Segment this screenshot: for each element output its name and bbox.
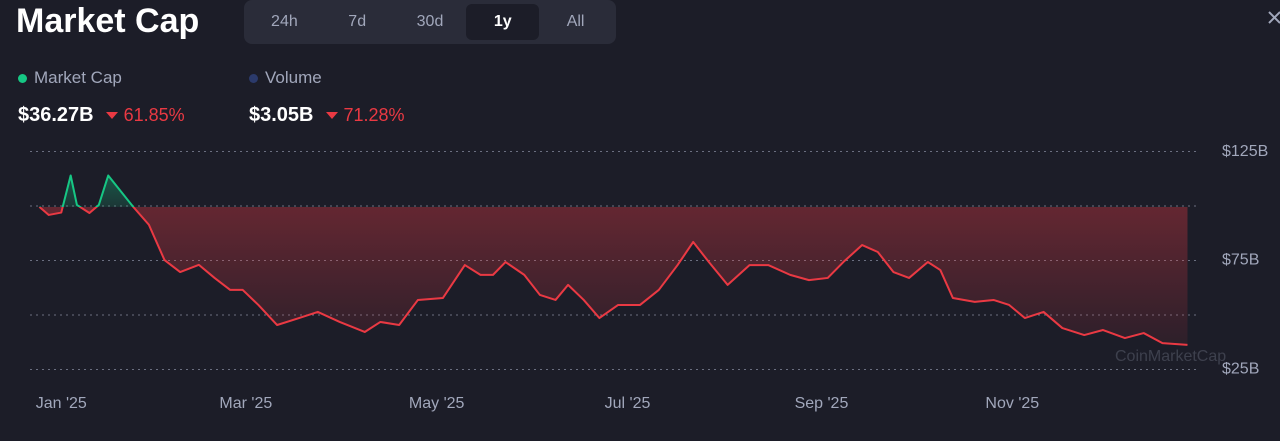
legend-label: Market Cap [34,68,122,87]
x-tick-label: Nov '25 [985,395,1039,412]
area [39,175,1188,345]
stat-value: $36.27B [18,104,94,126]
range-tab[interactable]: 30d [416,13,444,30]
range-tab[interactable]: 7d [348,13,367,30]
range-tabs: 24h 7d 30d 1y All [244,0,616,44]
stat-change: 61.85% [123,105,185,125]
y-tick-label: $25B [1222,361,1259,378]
range-tab[interactable]: 24h [271,13,298,30]
y-tick-label: $75B [1222,252,1259,269]
stat-value: $3.05B [249,104,314,126]
x-tick-label: Jan '25 [36,395,87,412]
x-tick-label: Jul '25 [605,395,651,412]
down-arrow [105,112,118,119]
range-tab[interactable]: 1y [466,4,540,40]
legend-entry[interactable]: Volume [249,68,322,88]
stat-change: 71.28% [343,105,405,125]
stat: $3.05B 71.28% [249,104,405,127]
legend-dot [18,73,27,83]
title: Market Cap [16,2,200,40]
close-button[interactable] [1266,6,1280,26]
line [38,174,1188,346]
x-tick-label: Sep '25 [795,395,849,412]
x-tick-label: May '25 [409,395,465,412]
down-arrow [325,112,338,119]
range-tab[interactable]: All [566,13,585,30]
y-tick-label: $125B [1222,143,1268,160]
stat: $36.27B 61.85% [18,104,185,127]
legend-label: Volume [265,68,322,87]
legend-entry[interactable]: Market Cap [18,68,122,88]
legend-dot [249,73,258,83]
watermark: CoinMarketCap [1115,348,1226,365]
x-tick-label: Mar '25 [219,395,272,412]
